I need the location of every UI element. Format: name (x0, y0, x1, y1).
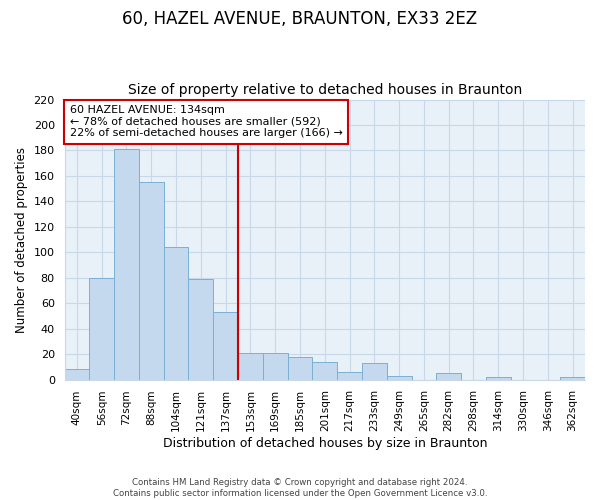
Bar (89, 278, 114, 380)
Bar (263, 353, 287, 380)
Bar (337, 372, 362, 380)
Bar (313, 362, 337, 380)
Bar (486, 377, 511, 380)
Bar (114, 149, 139, 380)
Bar (560, 377, 585, 380)
Bar (362, 363, 387, 380)
Bar (188, 279, 213, 380)
Bar (213, 312, 238, 380)
Bar (65, 370, 89, 380)
Bar (436, 373, 461, 380)
Bar (238, 353, 263, 380)
X-axis label: Distribution of detached houses by size in Braunton: Distribution of detached houses by size … (163, 437, 487, 450)
Text: 60 HAZEL AVENUE: 134sqm
← 78% of detached houses are smaller (592)
22% of semi-d: 60 HAZEL AVENUE: 134sqm ← 78% of detache… (70, 105, 343, 138)
Text: 60, HAZEL AVENUE, BRAUNTON, EX33 2EZ: 60, HAZEL AVENUE, BRAUNTON, EX33 2EZ (122, 10, 478, 28)
Title: Size of property relative to detached houses in Braunton: Size of property relative to detached ho… (128, 83, 522, 97)
Text: Contains HM Land Registry data © Crown copyright and database right 2024.
Contai: Contains HM Land Registry data © Crown c… (113, 478, 487, 498)
Bar (387, 376, 412, 380)
Bar (164, 247, 188, 380)
Bar (287, 356, 313, 380)
Y-axis label: Number of detached properties: Number of detached properties (15, 146, 28, 332)
Bar (139, 182, 164, 380)
